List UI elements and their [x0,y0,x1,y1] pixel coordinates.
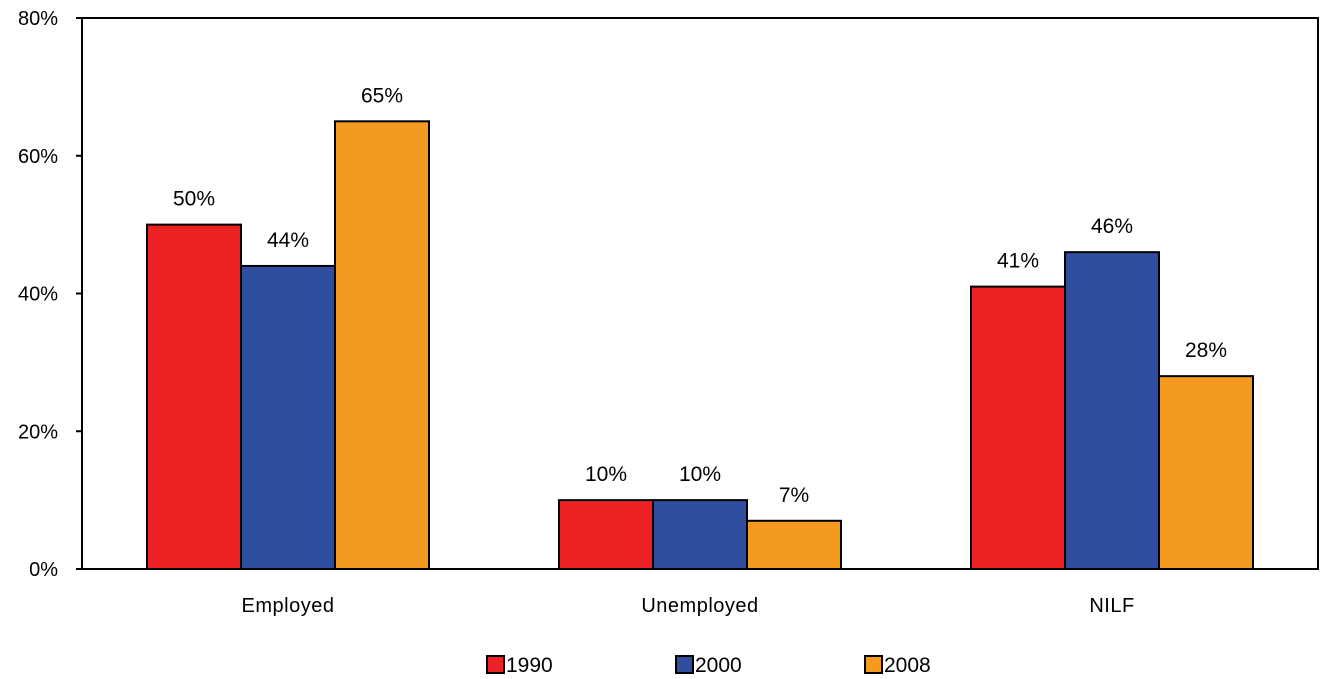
bar-2000-employed [240,264,336,570]
bars [146,120,1254,571]
legend-swatch [486,655,505,674]
y-tick-label: 80% [18,8,58,30]
bar-1990-employed [146,223,242,570]
bar-1990-nilf [970,285,1066,570]
legend-swatch [864,655,883,674]
data-label: 10% [679,463,721,486]
y-tick-label: 0% [29,559,58,581]
legend-item-2008: 2008 [864,654,931,677]
legend-item-2000: 2000 [675,654,742,677]
bar-2008-nilf [1158,375,1254,570]
bar-2000-unemployed [652,499,748,570]
y-tick-label: 60% [18,146,58,168]
category-label: Unemployed [641,595,758,617]
bar-2008-unemployed [746,519,842,570]
legend-item-1990: 1990 [486,654,553,677]
y-tick-label: 20% [18,421,58,443]
legend-label: 2000 [695,654,742,677]
legend-label: 2008 [884,654,931,677]
legend-label: 1990 [506,654,553,677]
bar-1990-unemployed [558,499,654,570]
data-label: 44% [267,229,309,252]
category-label: NILF [1089,595,1134,617]
legend: 1990 2000 2008 [486,654,931,677]
y-tick-label: 40% [18,284,58,306]
data-labels: 50% 44% 65% 10% 10% 7% 41% 46% 28% [173,84,1227,506]
data-label: 46% [1091,215,1133,238]
legend-swatch [675,655,694,674]
bar-2000-nilf [1064,251,1160,571]
data-label: 50% [173,188,215,211]
data-label: 7% [779,484,809,507]
data-label: 10% [585,463,627,486]
bar-2008-employed [334,120,430,570]
category-label: Employed [242,595,335,617]
data-label: 28% [1185,339,1227,362]
data-label: 41% [997,250,1039,273]
data-label: 65% [361,84,403,107]
